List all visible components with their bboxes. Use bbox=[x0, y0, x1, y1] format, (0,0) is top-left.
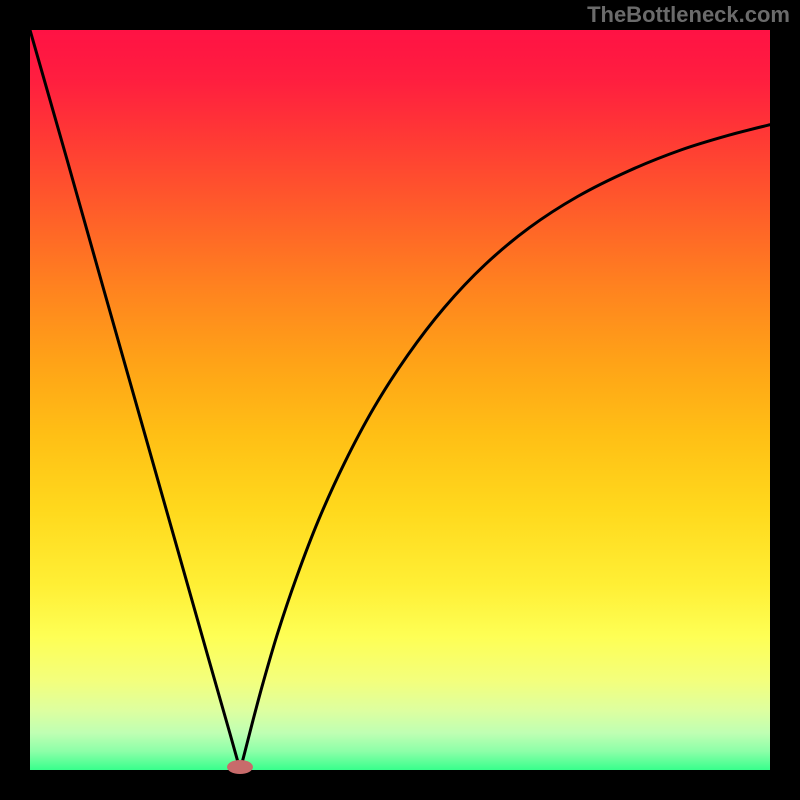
vertex-marker bbox=[227, 760, 253, 774]
chart-container: TheBottleneck.com bbox=[0, 0, 800, 800]
watermark-text: TheBottleneck.com bbox=[587, 2, 790, 28]
plot-area bbox=[30, 30, 770, 770]
plot-svg bbox=[30, 30, 770, 770]
gradient-background bbox=[30, 30, 770, 770]
